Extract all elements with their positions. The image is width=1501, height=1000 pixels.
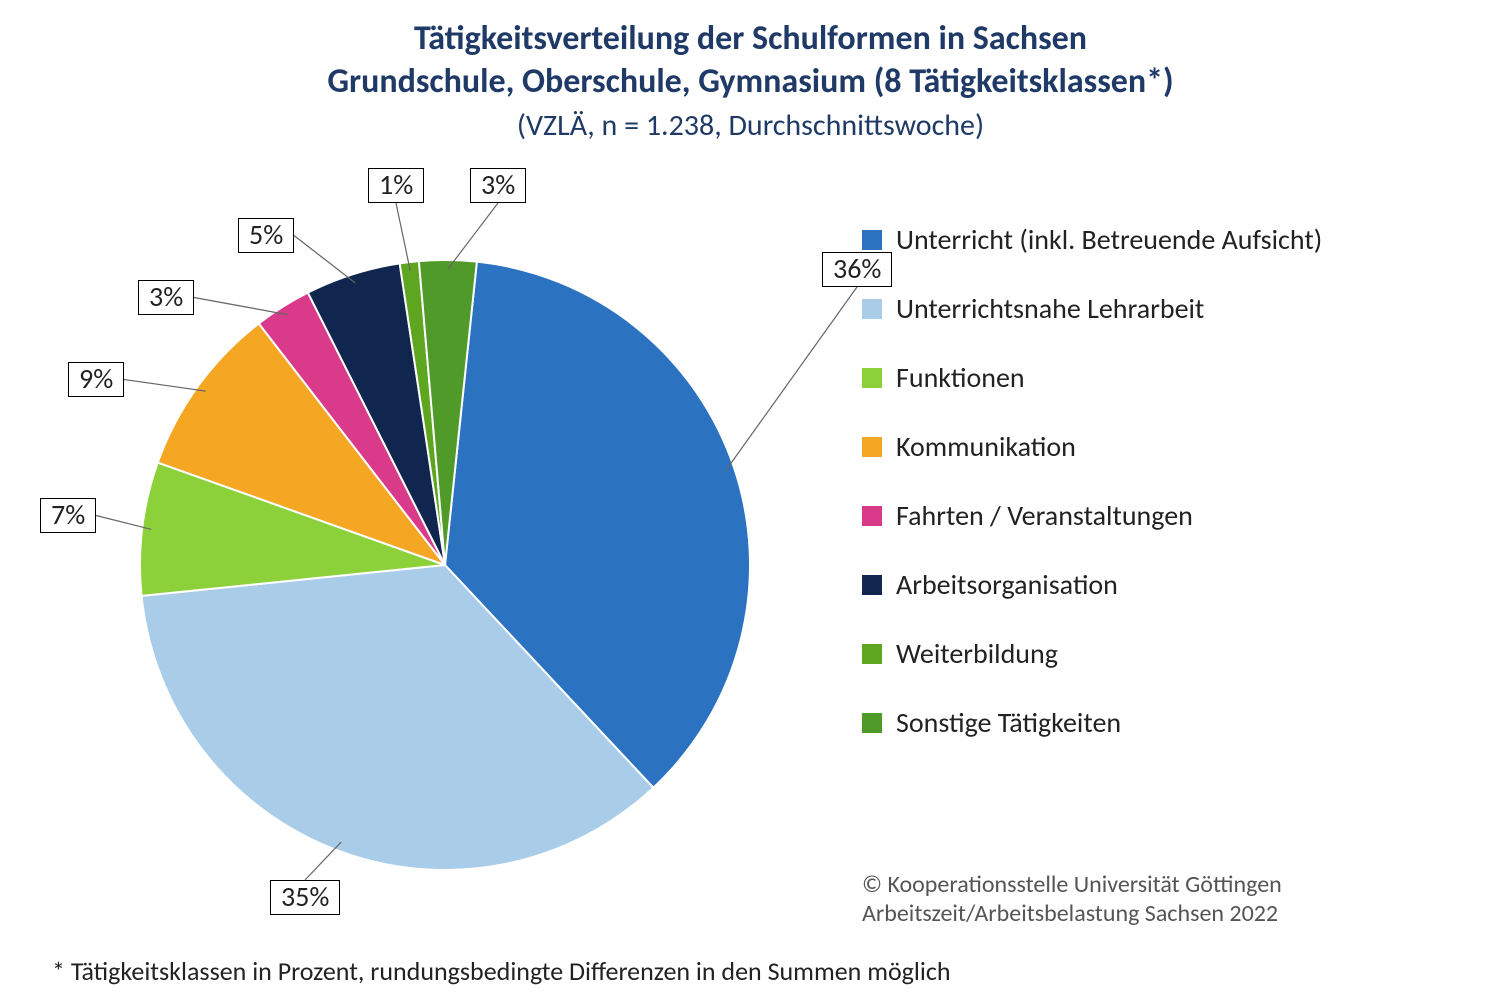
callout-unterricht: 36% <box>822 252 892 287</box>
legend-item-unterricht: Unterricht (inkl. Betreuende Aufsicht) <box>862 222 1322 257</box>
legend-label-unterrichtsnah: Unterrichtsnahe Lehrarbeit <box>896 291 1204 326</box>
callout-sonstige: 3% <box>470 168 526 203</box>
callout-leader-weiterbildung <box>396 203 410 271</box>
legend-swatch-unterrichtsnah <box>862 299 882 319</box>
legend-label-arbeitsorganisation: Arbeitsorganisation <box>896 567 1118 602</box>
callout-weiterbildung: 1% <box>368 168 424 203</box>
legend-swatch-sonstige <box>862 713 882 733</box>
copyright: © Kooperationsstelle Universität Götting… <box>862 870 1282 928</box>
callout-leader-arbeitsorganisation <box>294 236 355 284</box>
footnote: * Tätigkeitsklassen in Prozent, rundungs… <box>52 955 951 987</box>
legend-swatch-funktionen <box>862 368 882 388</box>
page: Tätigkeitsverteilung der Schulformen in … <box>0 0 1501 1000</box>
callout-leader-unterrichtsnah <box>305 842 341 880</box>
legend-item-funktionen: Funktionen <box>862 360 1322 395</box>
legend-swatch-arbeitsorganisation <box>862 575 882 595</box>
callout-leader-kommunikation <box>124 380 206 392</box>
legend-item-weiterbildung: Weiterbildung <box>862 636 1322 671</box>
callout-arbeitsorganisation: 5% <box>238 218 294 253</box>
callout-funktionen: 7% <box>40 498 96 533</box>
copyright-line-1: © Kooperationsstelle Universität Götting… <box>862 870 1282 899</box>
legend-swatch-unterricht <box>862 230 882 250</box>
legend-label-weiterbildung: Weiterbildung <box>896 636 1058 671</box>
callout-leader-unterricht <box>725 287 857 471</box>
legend-label-funktionen: Funktionen <box>896 360 1025 395</box>
legend-item-sonstige: Sonstige Tätigkeiten <box>862 705 1322 740</box>
callout-kommunikation: 9% <box>68 362 124 397</box>
legend-label-sonstige: Sonstige Tätigkeiten <box>896 705 1121 740</box>
callout-unterrichtsnah: 35% <box>270 880 340 915</box>
legend-item-arbeitsorganisation: Arbeitsorganisation <box>862 567 1322 602</box>
callout-leader-sonstige <box>448 203 498 269</box>
legend-item-unterrichtsnah: Unterrichtsnahe Lehrarbeit <box>862 291 1322 326</box>
legend-label-kommunikation: Kommunikation <box>896 429 1076 464</box>
legend-swatch-weiterbildung <box>862 644 882 664</box>
legend: Unterricht (inkl. Betreuende Aufsicht) Un… <box>862 222 1322 740</box>
legend-swatch-fahrten <box>862 506 882 526</box>
legend-label-unterricht: Unterricht (inkl. Betreuende Aufsicht) <box>896 222 1322 257</box>
copyright-line-2: Arbeitszeit/Arbeitsbelastung Sachsen 202… <box>862 899 1282 928</box>
callout-fahrten: 3% <box>138 280 194 315</box>
legend-item-fahrten: Fahrten / Veranstaltungen <box>862 498 1322 533</box>
legend-swatch-kommunikation <box>862 437 882 457</box>
callout-leader-fahrten <box>194 298 287 315</box>
legend-item-kommunikation: Kommunikation <box>862 429 1322 464</box>
legend-label-fahrten: Fahrten / Veranstaltungen <box>896 498 1193 533</box>
